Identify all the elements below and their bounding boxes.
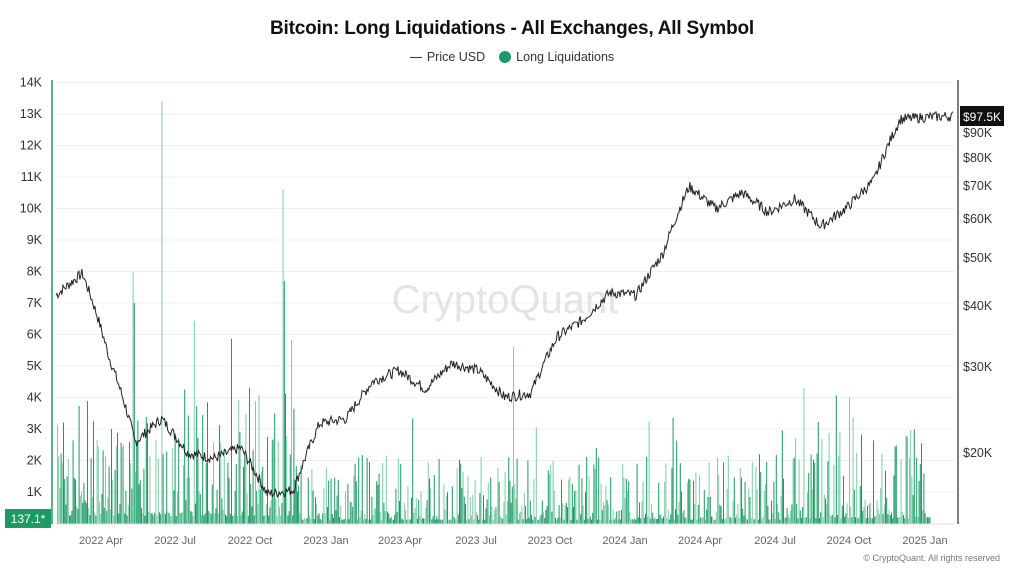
left-tick-label: 4K — [27, 391, 43, 405]
chart-legend: Price USD Long Liquidations — [0, 50, 1024, 64]
left-tick-label: 5K — [27, 359, 43, 373]
legend-item-price[interactable]: Price USD — [409, 50, 486, 64]
right-tick-label: $80K — [963, 151, 993, 165]
x-tick-label: 2023 Oct — [528, 535, 573, 547]
left-tick-label: 9K — [27, 233, 43, 247]
svg-text:137.1*: 137.1* — [11, 512, 46, 526]
x-tick-label: 2024 Jan — [602, 535, 647, 547]
x-tick-label: 2022 Apr — [79, 535, 123, 547]
right-tick-label: $70K — [963, 179, 993, 193]
left-tick-label: 7K — [27, 296, 43, 310]
right-tick-label: $30K — [963, 360, 993, 374]
x-tick-label: 2024 Oct — [827, 535, 872, 547]
x-tick-label: 2023 Apr — [378, 535, 422, 547]
right-axis-ticks: $90K $80K $70K $60K $50K $40K $30K $20K — [963, 126, 993, 460]
chart-title: Bitcoin: Long Liquidations - All Exchang… — [270, 18, 754, 39]
left-tick-label: 1K — [27, 485, 43, 499]
x-tick-label: 2022 Jul — [154, 535, 196, 547]
watermark: CryptoQuant — [392, 278, 619, 322]
right-tick-label: $50K — [963, 251, 993, 265]
x-tick-label: 2023 Jan — [303, 535, 348, 547]
x-tick-label: 2023 Jul — [455, 535, 497, 547]
legend-item-long-liquidations[interactable]: Long Liquidations — [499, 50, 614, 64]
copyright-notice: © CryptoQuant. All rights reserved — [863, 553, 1000, 563]
left-tick-label: 14K — [20, 76, 43, 90]
right-tick-label: $20K — [963, 446, 993, 460]
left-axis-ticks: 14K 13K 12K 11K 10K 9K 8K 7K 6K 5K 4K 3K 2K 1K — [20, 76, 43, 500]
price-line — [55, 111, 954, 499]
x-tick-label: 2024 Apr — [678, 535, 722, 547]
dot-marker-icon — [499, 51, 512, 63]
gridlines — [55, 82, 955, 525]
x-axis-ticks: 2022 Apr 2022 Jul 2022 Oct 2023 Jan 2023 Apr… — [79, 535, 948, 547]
left-tick-label: 10K — [20, 202, 43, 216]
svg-text:$97.5K: $97.5K — [963, 110, 1001, 124]
x-tick-label: 2024 Jul — [754, 535, 796, 547]
right-tick-label: $60K — [963, 212, 993, 226]
left-tick-label: 13K — [20, 107, 43, 121]
left-current-value-badge: 137.1* — [5, 509, 51, 528]
left-tick-label: 12K — [20, 139, 43, 153]
left-tick-label: 6K — [27, 328, 43, 342]
right-tick-label: $90K — [963, 126, 993, 140]
legend-label-price: Price USD — [426, 50, 486, 64]
left-tick-label: 2K — [27, 454, 43, 468]
line-marker-icon — [409, 56, 422, 58]
liquidation-bars — [57, 101, 931, 524]
left-tick-label: 8K — [27, 265, 43, 279]
legend-label-long-liquidations: Long Liquidations — [516, 50, 615, 64]
left-tick-label: 11K — [21, 170, 43, 184]
right-current-value-badge: $97.5K — [960, 106, 1004, 126]
x-tick-label: 2022 Oct — [228, 535, 273, 547]
left-tick-label: 3K — [27, 422, 43, 436]
right-tick-label: $40K — [963, 299, 993, 313]
x-tick-label: 2025 Jan — [902, 535, 947, 547]
